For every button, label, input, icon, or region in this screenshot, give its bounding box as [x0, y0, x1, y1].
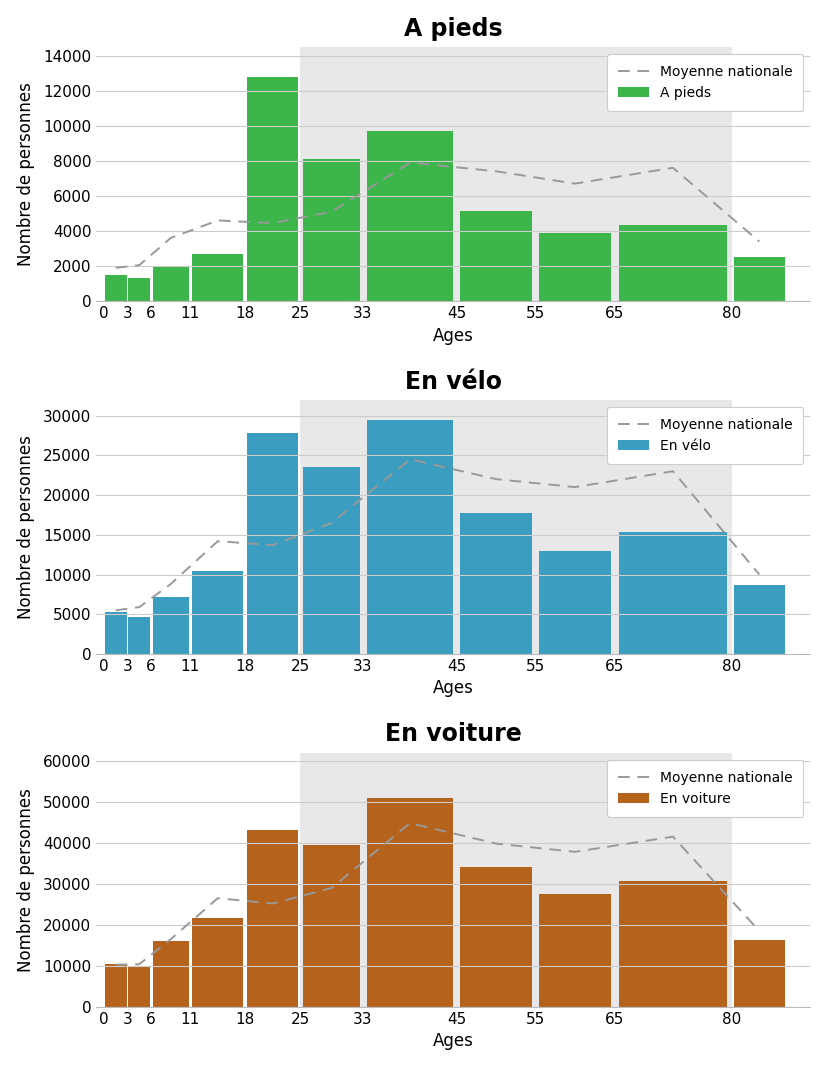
Legend: Moyenne nationale, En vélo: Moyenne nationale, En vélo [607, 407, 803, 464]
X-axis label: Ages: Ages [433, 680, 474, 698]
Bar [366, 131, 453, 301]
Bar [300, 400, 732, 654]
Bar [105, 964, 127, 1007]
Bar [153, 267, 189, 301]
Title: En vélo: En vélo [404, 369, 502, 394]
Bar [193, 254, 243, 301]
Bar [247, 433, 298, 654]
Bar [128, 278, 151, 301]
Bar [538, 233, 611, 301]
Bar [461, 211, 533, 301]
Bar [303, 845, 361, 1007]
Bar [619, 225, 727, 301]
X-axis label: Ages: Ages [433, 327, 474, 345]
Bar [366, 419, 453, 654]
Bar [303, 159, 361, 301]
Bar [247, 830, 298, 1007]
Bar [461, 866, 533, 1007]
Bar [193, 918, 243, 1007]
Bar [193, 571, 243, 654]
Legend: Moyenne nationale, A pieds: Moyenne nationale, A pieds [607, 53, 803, 111]
Bar [128, 967, 151, 1007]
Bar [619, 531, 727, 654]
Bar [300, 752, 732, 1007]
Bar [153, 941, 189, 1007]
Bar [461, 512, 533, 654]
Bar [153, 596, 189, 654]
Bar [303, 467, 361, 654]
Bar [247, 77, 298, 301]
Title: A pieds: A pieds [404, 17, 503, 41]
Bar [619, 881, 727, 1007]
Bar [105, 275, 127, 301]
Bar [734, 257, 785, 301]
Bar [300, 47, 732, 301]
Bar [734, 585, 785, 654]
Title: En voiture: En voiture [385, 722, 522, 747]
Legend: Moyenne nationale, En voiture: Moyenne nationale, En voiture [607, 760, 803, 816]
Bar [538, 552, 611, 654]
Y-axis label: Nombre de personnes: Nombre de personnes [17, 435, 35, 619]
X-axis label: Ages: Ages [433, 1033, 474, 1050]
Bar [366, 798, 453, 1007]
Y-axis label: Nombre de personnes: Nombre de personnes [17, 82, 35, 266]
Y-axis label: Nombre de personnes: Nombre de personnes [17, 787, 35, 972]
Bar [128, 617, 151, 654]
Bar [105, 611, 127, 654]
Bar [734, 940, 785, 1007]
Bar [538, 894, 611, 1007]
